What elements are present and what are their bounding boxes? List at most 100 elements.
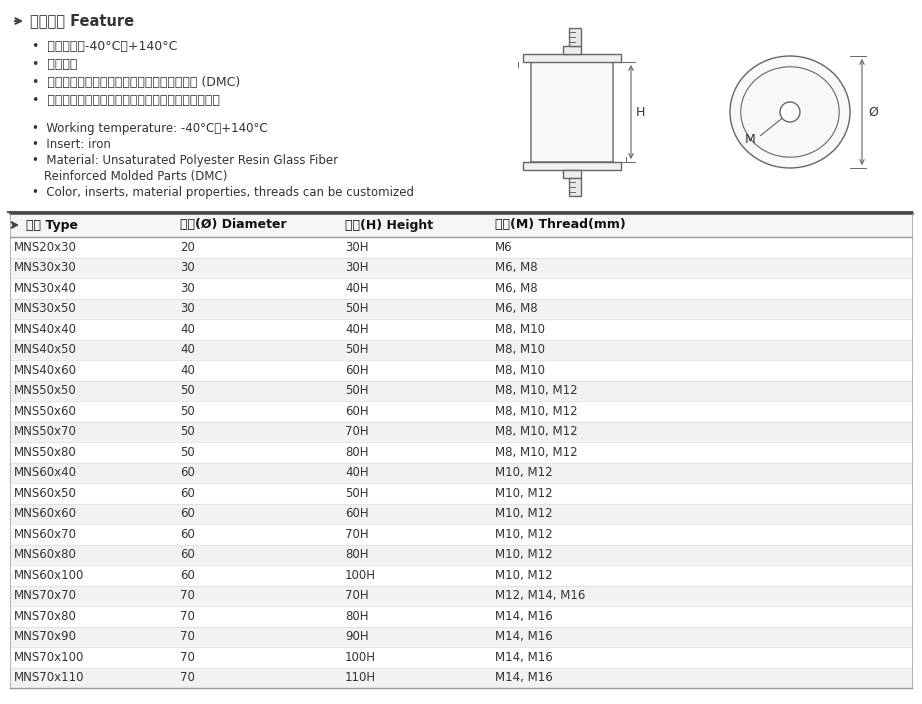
Bar bbox=[10, 360, 912, 380]
Text: 螺纹(M) Thread(mm): 螺纹(M) Thread(mm) bbox=[495, 218, 626, 232]
Text: 直径(Ø) Diameter: 直径(Ø) Diameter bbox=[180, 218, 287, 232]
Text: 50H: 50H bbox=[345, 486, 369, 500]
Text: M8, M10: M8, M10 bbox=[495, 344, 545, 356]
Text: 型号 Type: 型号 Type bbox=[26, 218, 78, 232]
Bar bbox=[10, 401, 912, 422]
Text: M6: M6 bbox=[495, 241, 513, 253]
Text: 60H: 60H bbox=[345, 508, 369, 520]
Text: M10, M12: M10, M12 bbox=[495, 528, 552, 541]
Bar bbox=[10, 213, 912, 237]
Text: MNS60x80: MNS60x80 bbox=[14, 548, 77, 561]
Bar bbox=[10, 422, 912, 442]
Text: 40H: 40H bbox=[345, 466, 369, 479]
Text: 30: 30 bbox=[180, 282, 195, 295]
Text: MNS70x110: MNS70x110 bbox=[14, 671, 85, 684]
Text: MNS60x100: MNS60x100 bbox=[14, 569, 85, 582]
Text: MNS70x100: MNS70x100 bbox=[14, 650, 85, 664]
Text: 90H: 90H bbox=[345, 630, 369, 643]
Text: M: M bbox=[744, 133, 755, 146]
Bar bbox=[10, 339, 912, 360]
Bar bbox=[10, 298, 912, 319]
Text: MNS20x30: MNS20x30 bbox=[14, 241, 77, 253]
Text: 80H: 80H bbox=[345, 548, 369, 561]
Text: M8, M10, M12: M8, M10, M12 bbox=[495, 384, 577, 397]
Text: 60: 60 bbox=[180, 486, 195, 500]
Text: M8, M10: M8, M10 bbox=[495, 322, 545, 336]
Text: •  Insert: iron: • Insert: iron bbox=[32, 138, 111, 151]
Text: 40H: 40H bbox=[345, 322, 369, 336]
Text: M8, M10, M12: M8, M10, M12 bbox=[495, 425, 577, 439]
Text: •  材料：不饱和聚酯树脂玻璃纤维增强模压塑件 (DMC): • 材料：不饱和聚酯树脂玻璃纤维增强模压塑件 (DMC) bbox=[32, 76, 241, 89]
Text: •  Color, inserts, material properties, threads can be customized: • Color, inserts, material properties, t… bbox=[32, 186, 414, 199]
Bar bbox=[10, 544, 912, 565]
Text: 70: 70 bbox=[180, 589, 195, 602]
Text: H: H bbox=[636, 106, 645, 118]
Text: M10, M12: M10, M12 bbox=[495, 486, 552, 500]
Bar bbox=[523, 54, 621, 62]
Bar bbox=[10, 565, 912, 586]
Text: •  Material: Unsaturated Polyester Resin Glass Fiber: • Material: Unsaturated Polyester Resin … bbox=[32, 154, 338, 167]
Text: 110H: 110H bbox=[345, 671, 376, 684]
Bar bbox=[10, 319, 912, 339]
Text: M14, M16: M14, M16 bbox=[495, 630, 553, 643]
Text: MNS70x70: MNS70x70 bbox=[14, 589, 77, 602]
Bar bbox=[569, 28, 581, 46]
Text: MNS70x90: MNS70x90 bbox=[14, 630, 77, 643]
Text: M6, M8: M6, M8 bbox=[495, 261, 538, 275]
Text: 60: 60 bbox=[180, 569, 195, 582]
Text: 30: 30 bbox=[180, 261, 195, 275]
Text: M10, M12: M10, M12 bbox=[495, 508, 552, 520]
Bar bbox=[10, 503, 912, 524]
Text: MNS50x50: MNS50x50 bbox=[14, 384, 77, 397]
Text: 60H: 60H bbox=[345, 405, 369, 417]
Text: M12, M14, M16: M12, M14, M16 bbox=[495, 589, 585, 602]
Bar bbox=[10, 524, 912, 544]
Text: 70: 70 bbox=[180, 650, 195, 664]
Text: MNS40x40: MNS40x40 bbox=[14, 322, 77, 336]
Text: 50: 50 bbox=[180, 425, 195, 439]
Text: MNS50x80: MNS50x80 bbox=[14, 446, 77, 459]
Text: M14, M16: M14, M16 bbox=[495, 671, 553, 684]
Text: M6, M8: M6, M8 bbox=[495, 302, 538, 315]
Text: •  工作温度：-40°C～+140°C: • 工作温度：-40°C～+140°C bbox=[32, 40, 177, 53]
Bar bbox=[523, 162, 621, 170]
Bar bbox=[569, 178, 581, 196]
Text: M10, M12: M10, M12 bbox=[495, 569, 552, 582]
Ellipse shape bbox=[730, 56, 850, 168]
Text: M10, M12: M10, M12 bbox=[495, 466, 552, 479]
Bar bbox=[10, 442, 912, 463]
Text: 40H: 40H bbox=[345, 282, 369, 295]
Text: 60: 60 bbox=[180, 466, 195, 479]
Text: 70: 70 bbox=[180, 630, 195, 643]
Text: MNS60x40: MNS60x40 bbox=[14, 466, 77, 479]
Bar bbox=[10, 647, 912, 667]
Text: 50: 50 bbox=[180, 446, 195, 459]
Text: M8, M10, M12: M8, M10, M12 bbox=[495, 446, 577, 459]
Text: MNS50x60: MNS50x60 bbox=[14, 405, 77, 417]
Text: 60: 60 bbox=[180, 508, 195, 520]
Text: MNS60x70: MNS60x70 bbox=[14, 528, 77, 541]
Text: •  嵌件：铁: • 嵌件：铁 bbox=[32, 58, 77, 71]
Text: 60: 60 bbox=[180, 548, 195, 561]
Text: 30H: 30H bbox=[345, 241, 369, 253]
Bar bbox=[10, 278, 912, 298]
Text: MNS60x50: MNS60x50 bbox=[14, 486, 77, 500]
Text: 80H: 80H bbox=[345, 446, 369, 459]
Text: MNS30x50: MNS30x50 bbox=[14, 302, 77, 315]
Text: 50H: 50H bbox=[345, 302, 369, 315]
Bar bbox=[10, 258, 912, 278]
Text: M14, M16: M14, M16 bbox=[495, 650, 553, 664]
Text: 100H: 100H bbox=[345, 569, 376, 582]
Text: 50: 50 bbox=[180, 405, 195, 417]
Text: M8, M10: M8, M10 bbox=[495, 364, 545, 377]
Bar bbox=[10, 627, 912, 647]
Text: 70: 70 bbox=[180, 610, 195, 623]
Text: MNS50x70: MNS50x70 bbox=[14, 425, 77, 439]
Text: 40: 40 bbox=[180, 344, 195, 356]
Text: •  颜色、嵌件、材料性能、螺纹可依据客户要求定制。: • 颜色、嵌件、材料性能、螺纹可依据客户要求定制。 bbox=[32, 94, 219, 107]
Text: 60: 60 bbox=[180, 528, 195, 541]
Text: 50H: 50H bbox=[345, 384, 369, 397]
Text: 30H: 30H bbox=[345, 261, 369, 275]
Text: Ø: Ø bbox=[868, 106, 878, 118]
Text: 70H: 70H bbox=[345, 528, 369, 541]
